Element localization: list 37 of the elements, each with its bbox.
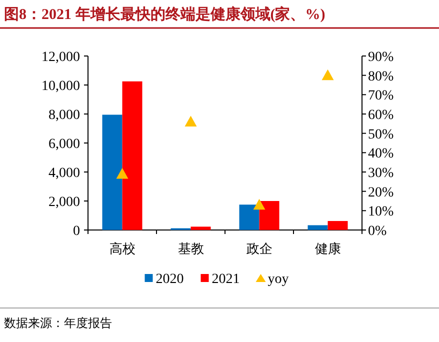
x-tick-label: 基教 [178,241,204,256]
x-tick-label: 政企 [246,241,272,256]
y2-tick-label: 60% [368,108,394,123]
point [184,116,197,127]
annotation: 数据来源：年度报告 [4,316,112,330]
x-tick-label: 健康 [314,241,341,256]
y2-tick-label: 30% [368,166,394,181]
legend-label: 2020 [156,272,184,287]
bar [328,221,348,230]
y-tick-label: 12,000 [42,50,80,65]
point [253,198,266,210]
y2-tick-label: 80% [368,69,394,84]
bar [259,201,280,230]
bar [102,114,122,230]
legend-label: 2021 [212,272,240,287]
point [116,168,128,179]
y2-tick-label: 0% [368,224,387,239]
bar [122,81,142,230]
title: 图8：2021 年增长最快的终端是健康领域(家、%) [4,7,326,23]
bar [239,204,260,230]
y-tick-label: 0 [73,224,80,239]
y-tick-label: 10,000 [42,79,80,94]
y2-tick-label: 20% [368,185,394,200]
y2-tick-label: 10% [368,204,394,220]
bar [308,225,328,230]
y-tick-label: 4,000 [48,166,80,181]
y2-tick-label: 90% [368,50,394,65]
x-tick-label: 高校 [109,241,136,256]
bar [190,226,211,230]
y2-tick-label: 70% [368,88,394,104]
y-tick-label: 8,000 [48,108,80,123]
legend-label: yoy [268,272,289,287]
y2-tick-label: 50% [368,127,394,142]
y-tick-label: 2,000 [48,195,80,210]
point [322,69,334,80]
y2-tick-label: 40% [368,146,394,162]
y-tick-label: 6,000 [48,137,80,152]
